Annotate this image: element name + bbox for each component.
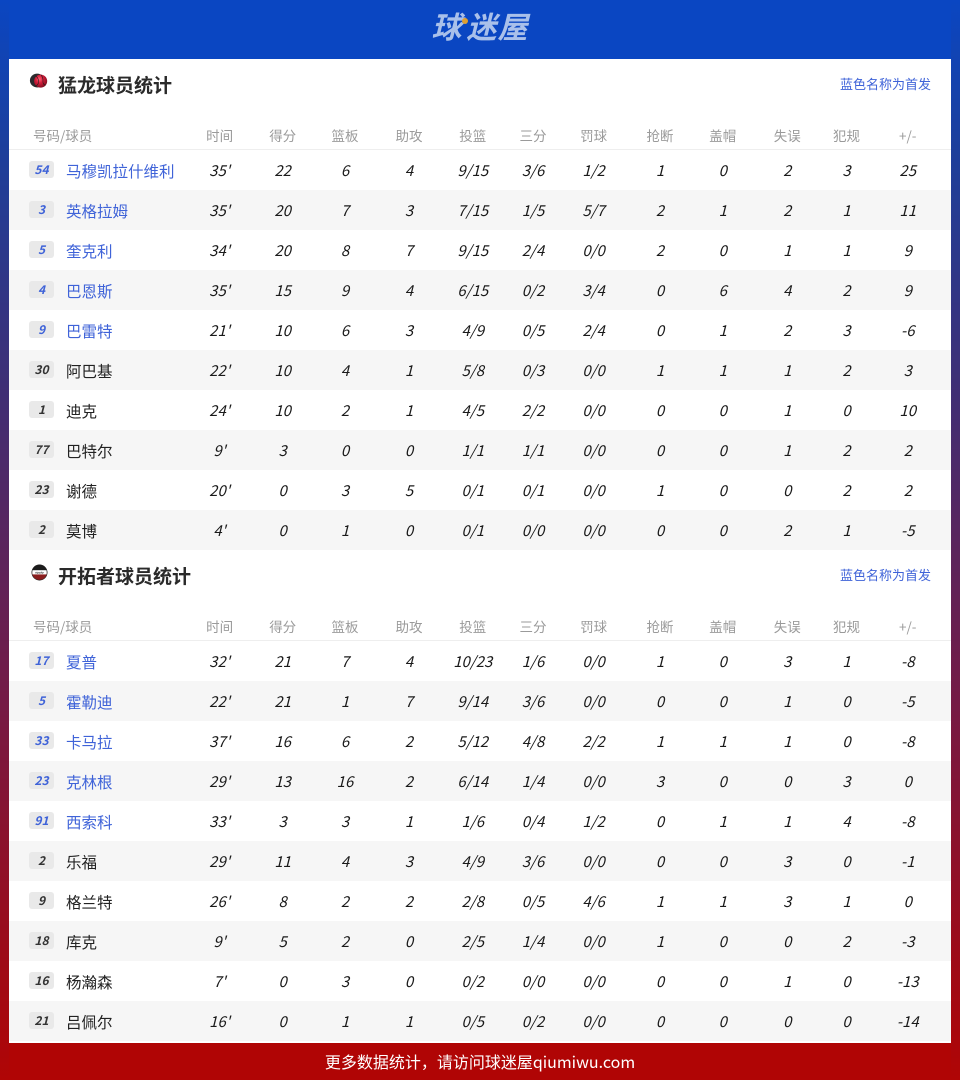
svg-text:ripcity: ripcity — [35, 570, 44, 574]
